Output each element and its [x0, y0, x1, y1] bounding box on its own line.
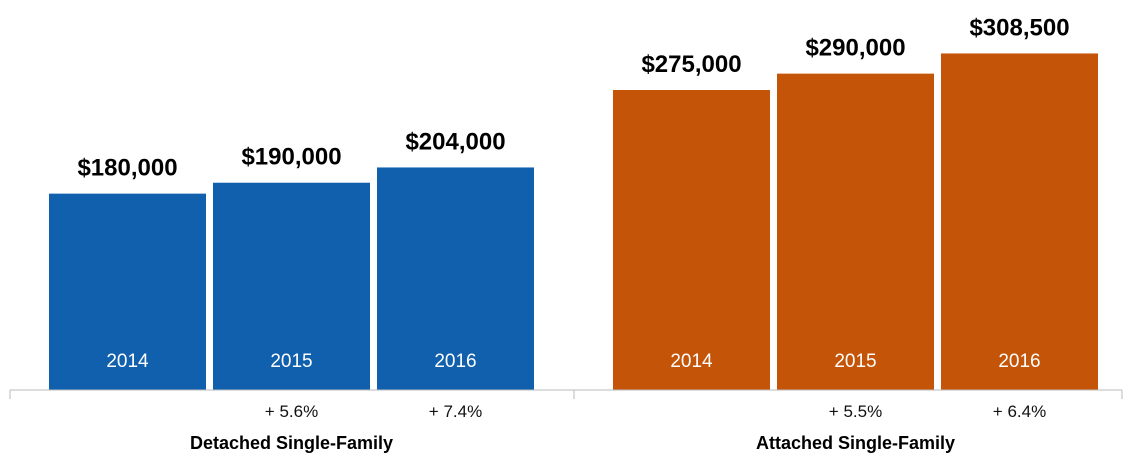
percent-change-label: + 5.6%	[265, 402, 318, 421]
bar-value-label: $290,000	[805, 35, 905, 62]
labels-layer: $180,000 2014 $190,000 2015 + 5.6% $204,000 20…	[77, 14, 1069, 453]
bar-g1-2015	[777, 73, 934, 391]
percent-change-label: + 5.5%	[829, 402, 882, 421]
bar-category-label: 2016	[434, 351, 476, 372]
bar-value-label: $204,000	[405, 128, 505, 155]
x-axis	[9, 389, 1123, 399]
bar-category-label: 2016	[998, 351, 1040, 372]
bar-category-label: 2015	[270, 351, 312, 372]
bar-g0-2016	[377, 167, 534, 390]
group-label: Detached Single-Family	[190, 433, 393, 453]
bar-g1-2014	[613, 90, 770, 390]
bars-layer	[49, 53, 1098, 391]
bar-g0-2014	[49, 193, 206, 390]
bar-category-label: 2014	[106, 351, 149, 372]
bar-g1-2016	[941, 53, 1098, 391]
bar-g0-2015	[213, 182, 370, 390]
group-label: Attached Single-Family	[756, 433, 955, 453]
bar-value-label: $190,000	[241, 144, 341, 171]
bar-value-label: $275,000	[641, 51, 741, 78]
bar-category-label: 2014	[670, 351, 713, 372]
bar-category-label: 2015	[834, 351, 876, 372]
percent-change-label: + 7.4%	[429, 402, 482, 421]
bar-value-label: $180,000	[77, 155, 177, 182]
bar-value-label: $308,500	[969, 14, 1069, 41]
percent-change-label: + 6.4%	[993, 402, 1046, 421]
